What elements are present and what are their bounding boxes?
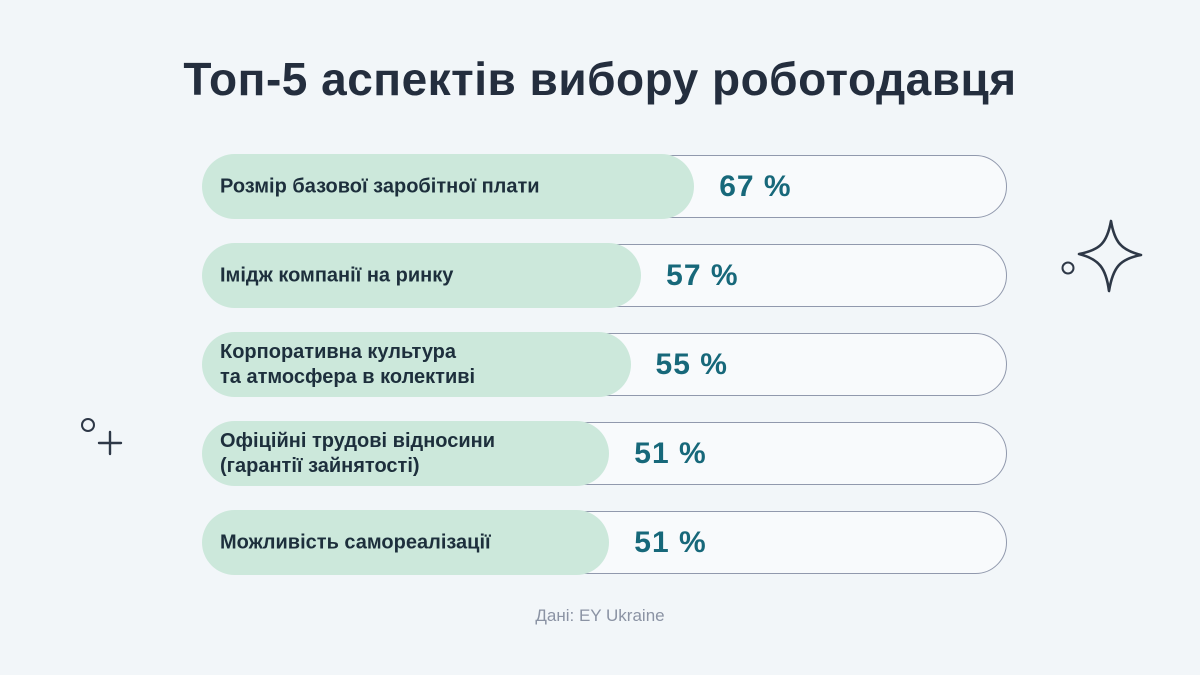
bar-label: Корпоративна культура та атмосфера в кол… xyxy=(220,340,476,388)
bar-label: Можливість самореалізації xyxy=(220,531,491,553)
bar-value: 57 % xyxy=(666,258,739,292)
bar-fill xyxy=(202,510,610,575)
bar-fill xyxy=(202,243,642,308)
small-circle-icon xyxy=(1061,261,1075,275)
plus-circle-decoration xyxy=(81,418,123,456)
bar-fill xyxy=(202,154,695,219)
data-source-caption: Дані: EY Ukraine xyxy=(535,606,665,625)
sparkle-star-icon xyxy=(1077,219,1143,293)
bar-fill xyxy=(202,421,610,486)
plus-icon xyxy=(97,430,123,456)
bar-row: Розмір базової заробітної плати 67 % xyxy=(202,154,1007,219)
bar-value: 55 % xyxy=(655,347,728,381)
bar-row: Можливість самореалізації 51 % xyxy=(202,510,1007,575)
bar-row: Імідж компанії на ринку 57 % xyxy=(202,243,1007,308)
sparkle-decoration xyxy=(1061,219,1143,293)
bar-fill xyxy=(202,332,631,397)
bar-value: 51 % xyxy=(634,436,707,470)
bar-label: Розмір базової заробітної плати xyxy=(220,175,540,197)
bar-label: Офіційні трудові відносини (гарантії зай… xyxy=(220,429,496,477)
bar-value: 67 % xyxy=(719,169,792,203)
bar-row: Корпоративна культура та атмосфера в кол… xyxy=(202,332,1007,397)
bar-value: 51 % xyxy=(634,525,707,559)
bar-chart: Розмір базової заробітної плати 67 % Імі… xyxy=(202,154,1007,575)
small-circle-icon xyxy=(81,418,95,432)
bar-row: Офіційні трудові відносини (гарантії зай… xyxy=(202,421,1007,486)
bar-label: Імідж компанії на ринку xyxy=(220,264,454,286)
page-title: Топ-5 аспектів вибору роботодавця xyxy=(183,53,1017,105)
